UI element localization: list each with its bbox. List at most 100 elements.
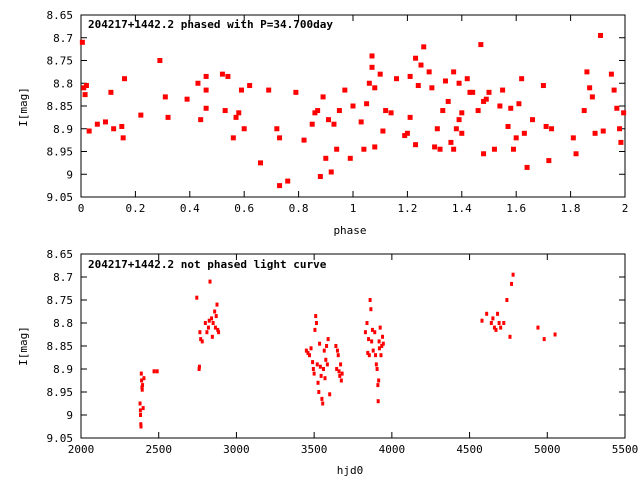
data-point (314, 314, 318, 319)
x-tick-label: 0.2 (125, 202, 145, 215)
data-point (380, 128, 386, 134)
data-point (335, 348, 339, 353)
data-point (374, 353, 378, 358)
data-point (122, 76, 128, 82)
chart-title: 204217+1442.2 not phased light curve (88, 258, 327, 271)
data-point (500, 87, 506, 93)
data-point (372, 85, 378, 91)
x-tick-label: 3000 (223, 443, 250, 456)
data-point (165, 114, 171, 120)
data-point (377, 378, 381, 383)
data-point (318, 341, 322, 346)
data-point (511, 272, 515, 277)
data-point (203, 321, 207, 325)
data-point (367, 337, 371, 342)
x-tick-label: 2000 (68, 443, 95, 456)
data-point (338, 373, 342, 378)
data-point (309, 346, 313, 351)
data-point (459, 130, 465, 136)
data-point (307, 353, 311, 358)
data-point (418, 62, 424, 68)
data-point (328, 169, 334, 175)
data-point (402, 133, 408, 139)
data-point (200, 339, 204, 344)
data-point (608, 71, 614, 77)
data-point (336, 108, 342, 114)
data-point (584, 69, 590, 75)
data-point (157, 58, 163, 63)
data-point (366, 80, 372, 86)
data-point (199, 337, 203, 342)
data-point (203, 73, 209, 79)
data-point (347, 155, 353, 161)
data-point (508, 334, 512, 339)
y-tick-label: 9 (66, 168, 73, 181)
data-point (379, 353, 383, 358)
data-point (323, 155, 329, 161)
y-axis-label: I[mag] (17, 326, 30, 366)
data-point (519, 76, 525, 82)
data-point (222, 108, 228, 114)
data-point (215, 302, 219, 307)
y-tick-label: 8.65 (47, 248, 74, 261)
data-point (277, 183, 283, 189)
data-point (337, 369, 341, 374)
data-point (546, 158, 552, 164)
data-point (573, 151, 579, 157)
data-point (334, 344, 338, 348)
data-point (247, 83, 253, 89)
data-point (467, 89, 473, 95)
data-point (82, 92, 88, 98)
data-point (448, 139, 454, 145)
data-point (369, 53, 375, 59)
data-point (301, 137, 307, 143)
x-tick-label: 4000 (379, 443, 406, 456)
data-point (322, 348, 326, 353)
data-point (328, 392, 332, 397)
data-point (459, 110, 465, 116)
data-point (309, 121, 315, 127)
data-point (375, 367, 379, 371)
data-point (499, 325, 503, 330)
data-point (210, 316, 214, 321)
data-point (314, 321, 318, 325)
y-axis-label: I[mag] (17, 87, 30, 127)
data-point (238, 87, 244, 93)
y-tick-label: 9.05 (47, 191, 74, 204)
data-point (365, 321, 369, 325)
y-tick-label: 8.85 (47, 100, 74, 113)
data-point (139, 413, 143, 417)
x-tick-label: 1.6 (506, 202, 526, 215)
data-point (319, 373, 323, 378)
data-point (241, 126, 247, 132)
data-point (152, 369, 156, 374)
x-axis: 0 0.2 0.4 0.6 0.8 1 1.2 1.4 1.6 1.8 2 (78, 15, 628, 215)
data-point (617, 126, 623, 132)
data-point (312, 110, 318, 116)
data-point (592, 130, 598, 136)
data-point (497, 103, 503, 109)
data-point (456, 80, 462, 86)
x-tick-label: 0 (78, 202, 85, 215)
data-point (184, 96, 190, 102)
unphased-light-curve-chart: 8.65 8.7 8.75 8.8 8.85 8.9 8.95 9 9.05 2000 2500 3… (17, 248, 638, 477)
data-point (203, 105, 209, 111)
x-tick-label: 0.8 (289, 202, 309, 215)
data-point (413, 55, 419, 61)
data-point (313, 327, 317, 332)
data-point (373, 330, 377, 335)
data-point (440, 108, 446, 114)
data-point (311, 360, 315, 365)
data-point (83, 83, 89, 89)
data-point (285, 178, 291, 184)
data-point (266, 87, 272, 93)
x-tick-label: 1 (350, 202, 357, 215)
data-point (198, 330, 202, 335)
data-point (451, 146, 457, 152)
data-point (102, 119, 108, 125)
data-point (140, 387, 144, 392)
data-point (388, 110, 394, 116)
data-point (370, 327, 374, 332)
data-point (326, 117, 332, 123)
